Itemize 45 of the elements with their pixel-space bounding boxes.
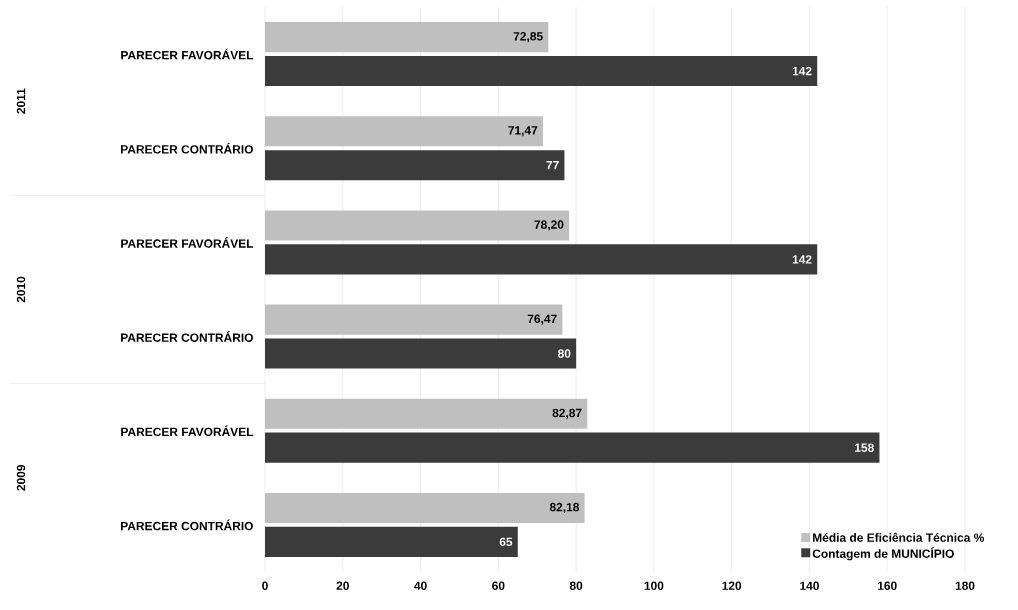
- data-label: 80: [558, 349, 571, 358]
- data-label: 142: [792, 66, 812, 76]
- bar: [265, 338, 577, 369]
- data-label: 82,18: [549, 502, 580, 514]
- data-label: 76,47: [527, 314, 557, 325]
- x-tick-label: 20: [336, 581, 349, 590]
- bar: [265, 492, 585, 524]
- x-tick-label: 100: [644, 581, 664, 590]
- text: 2011: [16, 88, 26, 114]
- y-tick-label: PARECER FAVORÁVEL: [121, 48, 254, 60]
- legend-label: Contagem de MUNICÍPIO: [812, 547, 954, 561]
- y-tick-label: PARECER CONTRÁRIO: [121, 331, 253, 342]
- bar: [265, 55, 818, 87]
- bar: [265, 244, 818, 275]
- bar: [265, 22, 549, 53]
- bar: [265, 398, 588, 429]
- x-tick-label: 60: [492, 581, 505, 590]
- y-tick-label: PARECER FAVORÁVEL: [121, 237, 254, 248]
- text: 2010: [16, 276, 26, 303]
- y-tick-label: PARECER CONTRÁRIO: [121, 519, 253, 531]
- data-label: 142: [792, 255, 812, 264]
- data-label: 77: [546, 161, 559, 170]
- x-tick-label: 40: [414, 581, 427, 590]
- x-tick-label: 0: [262, 581, 268, 590]
- y-tick-label: PARECER CONTRÁRIO: [121, 142, 253, 154]
- data-label: 71,47: [508, 126, 538, 137]
- x-tick-label: 140: [800, 581, 819, 590]
- legend-label: Média de Eficiência Técnica %: [813, 532, 985, 542]
- data-label: 82,87: [552, 408, 582, 419]
- data-label: 72,85: [513, 32, 543, 43]
- x-tick-label: 120: [722, 581, 742, 590]
- bar: [265, 116, 543, 147]
- bar: [265, 432, 880, 463]
- data-label: 158: [855, 443, 874, 452]
- x-tick-label: 80: [569, 581, 583, 590]
- bar: [265, 150, 565, 181]
- text: 2009: [16, 464, 26, 491]
- y-tick-label: PARECER FAVORÁVEL: [121, 425, 254, 437]
- data-label: 65: [499, 537, 513, 547]
- bar: [265, 526, 518, 557]
- x-tick-label: 180: [955, 581, 975, 590]
- bar: [265, 304, 563, 335]
- x-tick-label: 160: [878, 581, 897, 590]
- data-label: 78,20: [534, 220, 564, 231]
- bar: [265, 210, 570, 241]
